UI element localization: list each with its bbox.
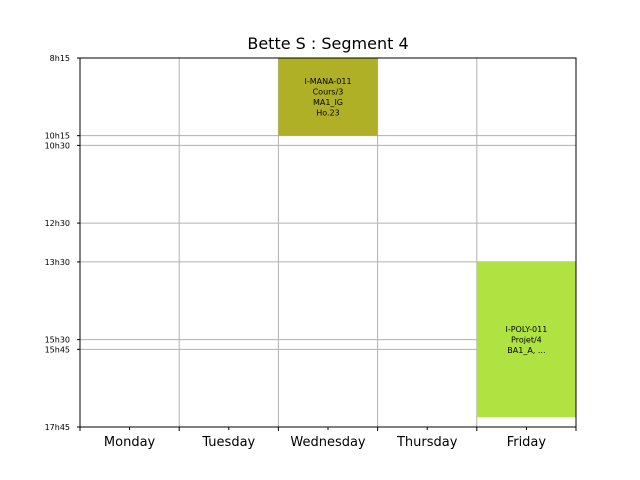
y-tick-label: 8h15 [50,54,70,63]
event-block [278,58,378,136]
y-tick-label: 13h30 [45,258,70,267]
x-tick-label: Friday [507,435,547,450]
y-tick-label: 10h15 [45,132,70,141]
y-tick-label: 10h30 [45,141,70,150]
event-label: MA1_IG [313,98,343,107]
x-tick-label: Tuesday [201,435,255,450]
event-label: BA1_A, ... [507,346,545,355]
event-label: Projet/4 [511,336,542,345]
y-tick-label: 17h45 [45,423,70,432]
y-tick-label: 12h30 [45,219,70,228]
event-block [476,261,576,418]
x-tick-label: Monday [104,435,156,450]
event-label: Ho.23 [316,109,340,118]
x-tick-label: Wednesday [290,435,366,450]
event-label: Cours/3 [313,88,344,97]
y-tick-label: 15h30 [45,336,70,345]
event-label: I-POLY-011 [505,325,547,334]
event-label: I-MANA-011 [304,77,351,86]
y-tick-label: 15h45 [45,345,70,354]
x-tick-label: Thursday [396,435,458,450]
chart-title: Bette S : Segment 4 [247,34,408,53]
